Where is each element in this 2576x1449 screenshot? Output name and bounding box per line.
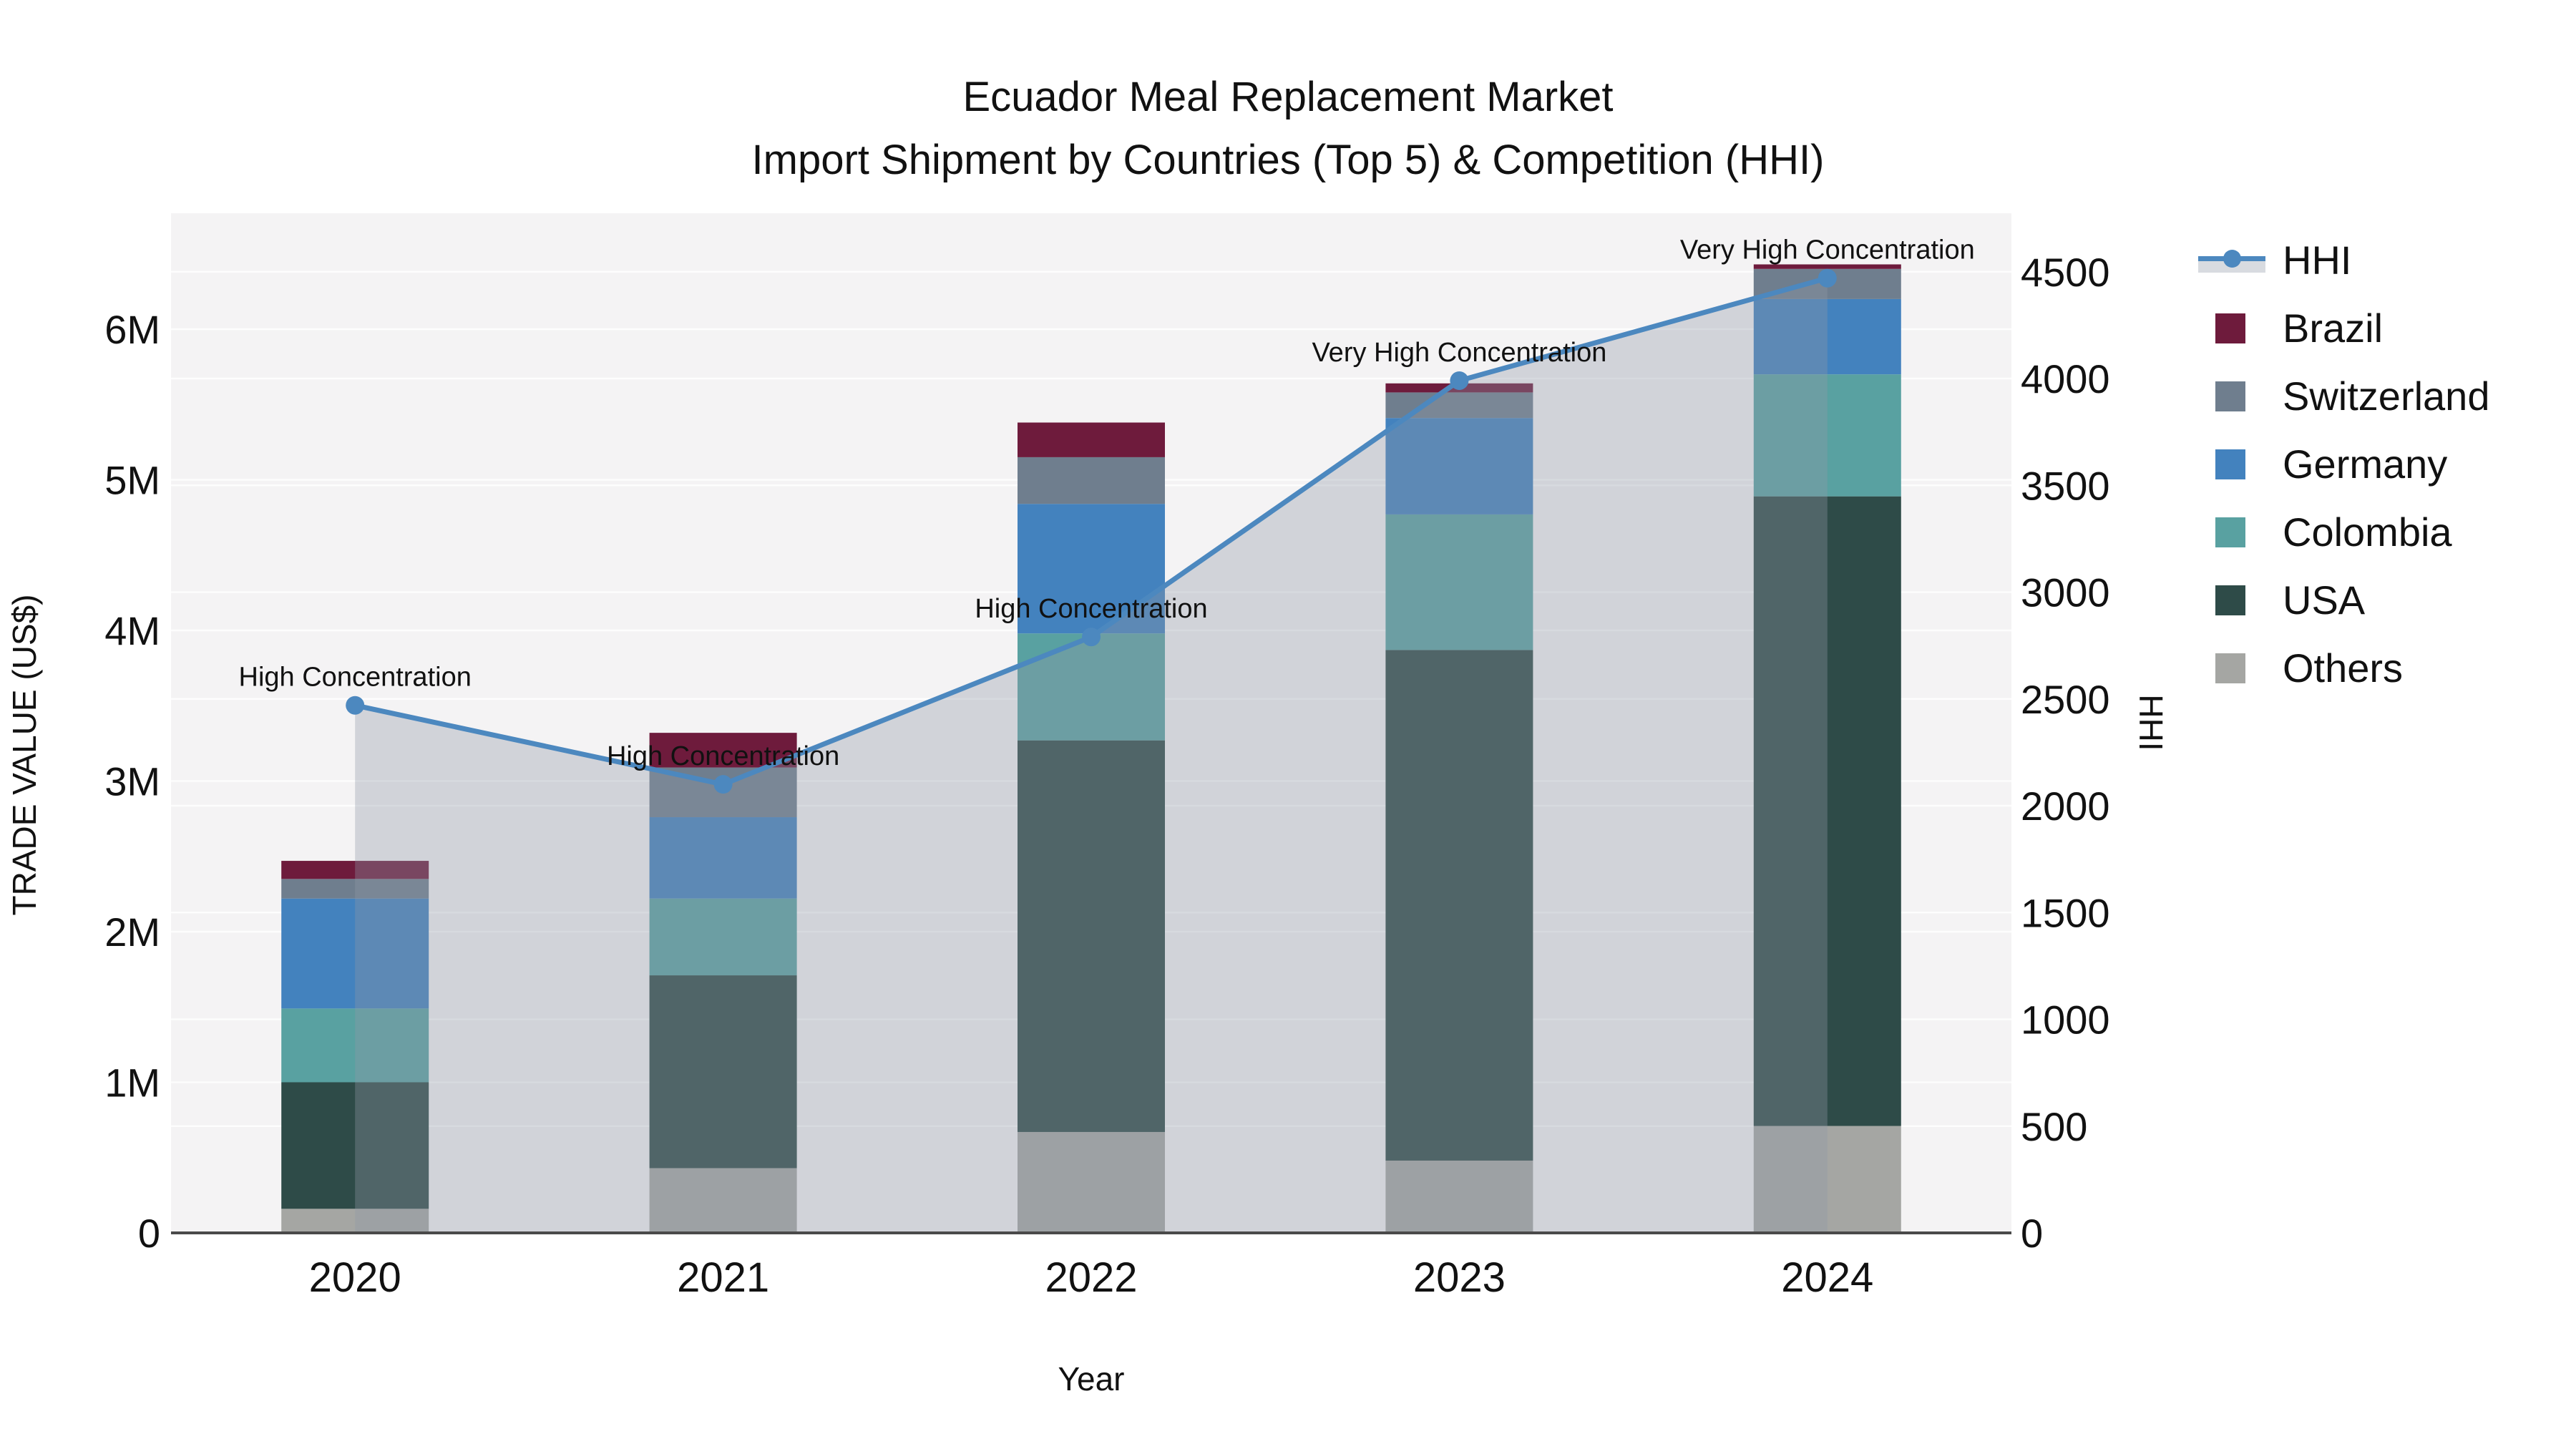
bar-segment-colombia-2023 [1385, 514, 1533, 650]
bar-segment-colombia-2022 [1018, 633, 1165, 741]
legend-item-germany: Germany [2198, 430, 2489, 498]
hhi-marker-2023 [1450, 371, 1469, 390]
legend-swatch-switzerland [2198, 375, 2283, 418]
y-axis-label-left: TRADE VALUE (US$) [6, 594, 43, 916]
y-right-tick-1000: 1000 [2021, 997, 2110, 1043]
legend-label-colombia: Colombia [2283, 509, 2452, 555]
bar-segment-germany-2021 [649, 817, 797, 899]
others-color-swatch-icon [2215, 653, 2245, 683]
hhi-marker-2024 [1818, 268, 1837, 288]
bar-segment-others-2023 [1385, 1160, 1533, 1233]
bar-segment-brazil-2022 [1018, 422, 1165, 457]
y-left-tick-1M: 1M [104, 1060, 160, 1106]
legend-label-brazil: Brazil [2283, 306, 2384, 351]
usa-color-swatch-icon [2215, 585, 2245, 615]
y-left-tick-0: 0 [138, 1211, 160, 1256]
legend-item-brazil: Brazil [2198, 294, 2489, 362]
y-axis-label-right: HHI [2132, 694, 2170, 751]
annotation-2020: High Concentration [239, 663, 472, 693]
y-right-tick-4500: 4500 [2021, 250, 2110, 295]
y-right-tick-1500: 1500 [2021, 890, 2110, 935]
bar-segment-others-2021 [649, 1168, 797, 1233]
y-right-tick-3000: 3000 [2021, 570, 2110, 615]
x-tick-2023: 2023 [1413, 1254, 1506, 1301]
brazil-color-swatch-icon [2215, 313, 2245, 343]
colombia-color-swatch-icon [2215, 517, 2245, 547]
bar-segment-colombia-2020 [281, 1008, 429, 1083]
bar-segment-germany-2024 [1753, 298, 1901, 375]
legend-item-others: Others [2198, 634, 2489, 702]
legend-label-germany: Germany [2283, 441, 2448, 487]
hhi-marker-2022 [1082, 628, 1101, 647]
bar-segment-colombia-2024 [1753, 374, 1901, 497]
annotation-2022: High Concentration [975, 594, 1207, 624]
legend-label-switzerland: Switzerland [2283, 374, 2490, 419]
legend-item-colombia: Colombia [2198, 498, 2489, 566]
y-right-tick-4000: 4000 [2021, 356, 2110, 401]
bar-segment-brazil-2020 [281, 861, 429, 879]
legend-swatch-usa [2198, 579, 2283, 622]
switzerland-color-swatch-icon [2215, 381, 2245, 411]
bar-segment-germany-2020 [281, 898, 429, 1009]
bar-segment-usa-2024 [1753, 496, 1901, 1126]
legend-label-hhi: HHI [2283, 238, 2352, 283]
legend-swatch-colombia [2198, 511, 2283, 554]
hhi-marker-icon [2223, 249, 2241, 268]
bar-segment-usa-2021 [649, 975, 797, 1169]
hhi-line-swatch-icon [2198, 239, 2283, 282]
annotation-2023: Very High Concentration [1312, 338, 1606, 368]
bar-segment-others-2024 [1753, 1126, 1901, 1233]
bar-segment-colombia-2021 [649, 898, 797, 976]
germany-color-swatch-icon [2215, 449, 2245, 479]
bar-segment-usa-2023 [1385, 650, 1533, 1161]
chart-title: Ecuador Meal Replacement Market Import S… [0, 66, 2576, 192]
bar-segment-others-2020 [281, 1209, 429, 1233]
bar-segment-switzerland-2022 [1018, 457, 1165, 504]
y-left-tick-4M: 4M [104, 608, 160, 653]
annotation-2024: Very High Concentration [1680, 235, 1975, 265]
legend-swatch-others [2198, 647, 2283, 690]
annotation-2021: High Concentration [607, 741, 839, 771]
chart-title-line2: Import Shipment by Countries (Top 5) & C… [751, 137, 1825, 183]
y-right-tick-3500: 3500 [2021, 463, 2110, 508]
bar-segment-usa-2022 [1018, 740, 1165, 1132]
y-right-tick-0: 0 [2021, 1211, 2043, 1256]
x-tick-2020: 2020 [309, 1254, 401, 1301]
bar-segment-others-2022 [1018, 1131, 1165, 1233]
x-tick-2024: 2024 [1781, 1254, 1873, 1301]
x-tick-2022: 2022 [1045, 1254, 1137, 1301]
bar-segment-brazil-2021 [649, 733, 797, 768]
bar-segment-germany-2023 [1385, 418, 1533, 514]
legend-item-usa: USA [2198, 566, 2489, 634]
x-axis-label: Year [1058, 1360, 1125, 1397]
y-left-tick-6M: 6M [104, 307, 160, 352]
y-right-tick-500: 500 [2021, 1104, 2087, 1149]
y-left-tick-3M: 3M [104, 759, 160, 804]
legend: HHI Brazil Switzerland Germany Colombia USA Ot… [2198, 226, 2489, 702]
x-tick-2021: 2021 [677, 1254, 769, 1301]
y-right-tick-2000: 2000 [2021, 784, 2110, 829]
hhi-area-fill [355, 278, 1828, 1234]
bar-segment-germany-2022 [1018, 504, 1165, 634]
legend-item-switzerland: Switzerland [2198, 362, 2489, 430]
hhi-marker-2021 [713, 775, 733, 794]
legend-swatch-germany [2198, 443, 2283, 486]
chart-title-line1: Ecuador Meal Replacement Market [962, 74, 1614, 120]
y-left-tick-5M: 5M [104, 458, 160, 503]
bar-segment-switzerland-2020 [281, 879, 429, 899]
legend-label-others: Others [2283, 645, 2404, 691]
legend-label-usa: USA [2283, 577, 2366, 623]
hhi-marker-2020 [346, 696, 365, 715]
legend-item-hhi: HHI [2198, 226, 2489, 294]
legend-swatch-brazil [2198, 307, 2283, 350]
y-left-tick-2M: 2M [104, 909, 160, 955]
bar-segment-brazil-2024 [1753, 264, 1901, 269]
y-right-tick-2500: 2500 [2021, 677, 2110, 722]
bar-segment-usa-2020 [281, 1082, 429, 1209]
